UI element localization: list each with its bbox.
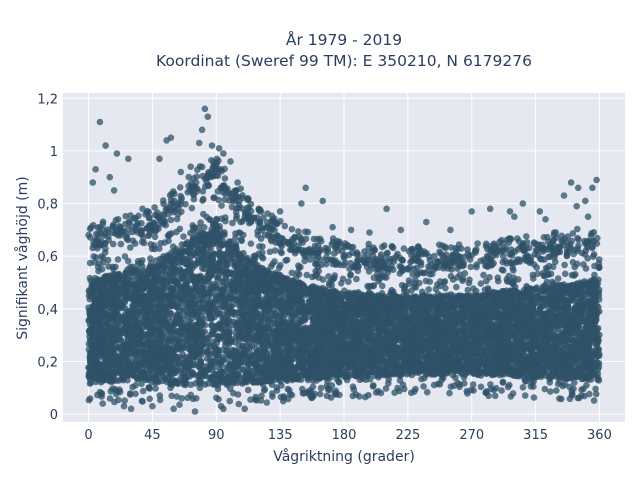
data-point — [236, 229, 244, 237]
data-point — [574, 260, 581, 268]
data-point — [595, 256, 603, 263]
data-point — [197, 219, 204, 226]
data-point — [470, 387, 477, 394]
data-point — [499, 378, 507, 386]
data-point — [461, 270, 469, 277]
chart-title-line2: Koordinat (Sweref 99 TM): E 350210, N 61… — [156, 52, 532, 70]
data-point — [147, 255, 154, 262]
data-point — [132, 390, 139, 398]
data-point — [288, 269, 296, 277]
data-point — [469, 381, 477, 388]
data-point — [382, 385, 390, 392]
data-point — [434, 281, 441, 288]
data-point — [464, 286, 472, 294]
data-point — [553, 387, 560, 394]
data-point — [316, 390, 324, 398]
data-point — [372, 389, 380, 396]
data-point — [336, 391, 343, 399]
data-point — [477, 280, 485, 287]
data-point — [420, 383, 427, 390]
data-point — [188, 204, 196, 212]
data-point — [464, 390, 471, 397]
chart-title-line1: År 1979 - 2019 — [286, 30, 402, 49]
data-point — [121, 397, 128, 404]
data-point — [486, 274, 493, 281]
data-point — [465, 279, 473, 287]
data-point — [167, 216, 175, 224]
data-point — [494, 274, 502, 282]
data-point — [442, 284, 449, 292]
data-points — [85, 105, 603, 415]
data-point — [213, 394, 220, 402]
data-point — [275, 264, 283, 272]
data-point — [425, 286, 433, 293]
data-point — [235, 400, 243, 408]
data-point — [256, 243, 263, 250]
data-point — [282, 257, 290, 264]
data-point — [480, 271, 487, 279]
data-point — [210, 194, 217, 202]
data-point — [199, 197, 206, 204]
data-point — [500, 371, 507, 378]
data-point — [244, 386, 252, 394]
data-point — [317, 384, 325, 392]
data-point — [470, 285, 477, 292]
data-point — [278, 249, 285, 257]
data-point — [146, 395, 153, 403]
data-point — [139, 387, 147, 395]
data-point — [561, 270, 569, 278]
data-point — [586, 390, 593, 398]
data-point — [580, 261, 587, 268]
data-point — [590, 251, 598, 258]
data-point — [453, 283, 460, 291]
data-point — [405, 277, 413, 284]
data-point — [312, 267, 319, 275]
data-point — [165, 237, 172, 245]
data-point — [127, 244, 134, 251]
data-point — [592, 385, 599, 393]
data-point — [228, 203, 236, 211]
data-point — [541, 385, 549, 393]
